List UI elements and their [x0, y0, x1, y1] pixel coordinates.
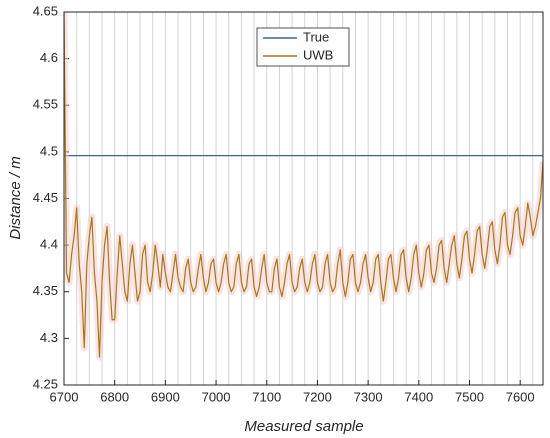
x-axis-label: Measured sample — [244, 418, 363, 435]
y-tick-label: 4.3 — [40, 330, 58, 345]
legend-label: True — [303, 29, 329, 44]
y-tick-label: 4.35 — [33, 283, 58, 298]
legend-box — [256, 27, 350, 67]
x-tick-label: 6700 — [50, 389, 79, 404]
x-tick-label: 6800 — [100, 389, 129, 404]
y-axis-label: Distance / m — [7, 156, 24, 239]
plot-frame — [63, 11, 544, 386]
x-tick-label: 7600 — [506, 389, 535, 404]
line — [64, 12, 543, 358]
x-tick-label: 7300 — [354, 389, 383, 404]
y-tick-label: 4.4 — [40, 237, 58, 252]
y-tick-label: 4.45 — [33, 190, 58, 205]
y-tick-label: 4.6 — [40, 50, 58, 65]
y-tick-label: 4.25 — [33, 376, 58, 391]
x-tick-label: 6900 — [151, 389, 180, 404]
y-tick-label: 4.5 — [40, 143, 58, 158]
y-tick-label: 4.55 — [33, 97, 58, 112]
x-tick-label: 7500 — [455, 389, 484, 404]
x-tick-label: 7400 — [404, 389, 433, 404]
legend-label: UWB — [303, 47, 333, 62]
x-tick-label: 7200 — [303, 389, 332, 404]
x-tick-label: 7000 — [202, 389, 231, 404]
x-tick-label: 7100 — [252, 389, 281, 404]
y-tick-label: 4.65 — [33, 3, 58, 18]
